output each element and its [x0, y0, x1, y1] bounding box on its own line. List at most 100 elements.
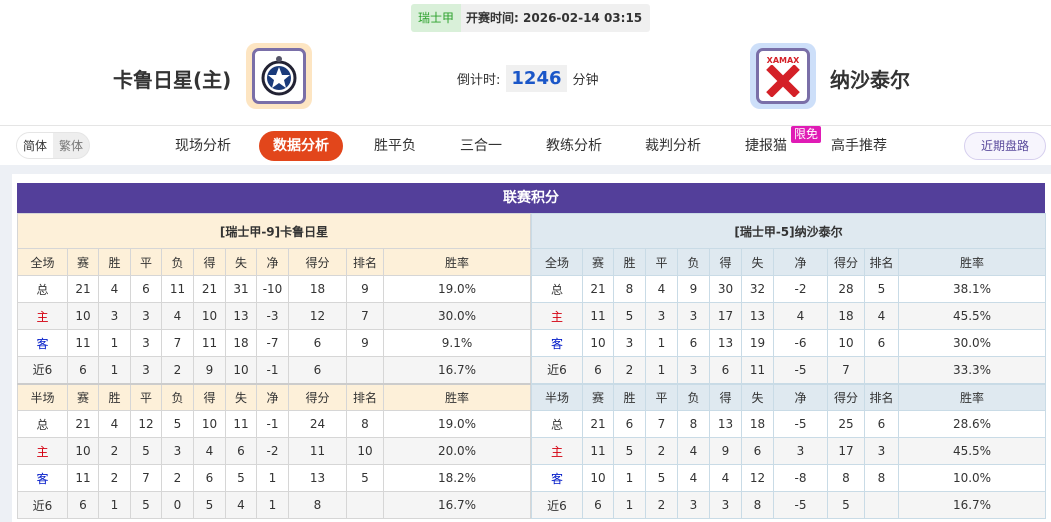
column-header: 净 — [773, 382, 828, 411]
table-cell: 10 — [225, 356, 257, 384]
column-header: 平 — [130, 248, 162, 276]
column-header: 平 — [645, 248, 678, 276]
table-cell: 4 — [193, 437, 226, 465]
column-header: 排名 — [864, 248, 899, 276]
table-cell: 1 — [98, 491, 131, 519]
column-header: 负 — [161, 248, 194, 276]
row-label: 总 — [531, 275, 583, 303]
away-team-name[interactable]: 纳沙泰尔 — [830, 68, 910, 92]
table-cell: 1 — [613, 491, 646, 519]
table-cell: 1 — [645, 356, 678, 384]
row-label: 主 — [17, 302, 68, 330]
column-header: 失 — [741, 382, 774, 411]
row-label: 主 — [17, 437, 68, 465]
table-row: 客 11 1 3 7 11 18 -7 6 9 9.1% — [17, 329, 531, 357]
home-team-logo[interactable] — [246, 43, 312, 109]
table-cell: 2 — [98, 464, 131, 492]
tab-coach-analysis[interactable]: 教练分析 — [546, 138, 602, 154]
table-cell: 3 — [613, 329, 646, 357]
tab-data-analysis[interactable]: 数据分析 — [259, 131, 343, 161]
table-cell: 30.0% — [383, 302, 531, 330]
table-cell: 5 — [346, 464, 384, 492]
table-cell: 6 — [582, 491, 614, 519]
table-cell: 10 — [193, 410, 226, 438]
table-cell: 8 — [864, 464, 899, 492]
table-row: 近6 6 1 3 2 9 10 -1 6 16.7% — [17, 356, 531, 384]
table-cell: 31 — [225, 275, 257, 303]
home-team-name[interactable]: 卡鲁日星(主) — [113, 68, 232, 92]
table-row: 近6 6 1 2 3 3 8 -5 5 16.7% — [531, 491, 1046, 519]
table-cell: 9 — [677, 275, 710, 303]
away-team-logo[interactable]: XAMAX — [750, 43, 816, 109]
table-cell: 4 — [773, 302, 828, 330]
table-cell: 3 — [864, 437, 899, 465]
standings-title: 联赛积分 — [17, 183, 1045, 213]
lang-simplified[interactable]: 简体 — [17, 133, 54, 158]
table-cell: 21 — [67, 410, 99, 438]
table-cell: 11 — [193, 329, 226, 357]
column-header: 胜 — [98, 248, 131, 276]
table-cell: 19.0% — [383, 410, 531, 438]
table-cell: 4 — [98, 275, 131, 303]
tab-win-draw-loss[interactable]: 胜平负 — [374, 138, 416, 154]
half-header-row: 半场赛胜平负得失净得分 排名 胜率 — [17, 382, 531, 411]
table-cell: 4 — [645, 275, 678, 303]
table-cell: 6 — [67, 491, 99, 519]
tab-expert-picks[interactable]: 高手推荐 — [831, 138, 887, 154]
table-cell: 10 — [582, 464, 614, 492]
table-cell: 7 — [346, 302, 384, 330]
table-cell: 1 — [645, 329, 678, 357]
table-cell: 11 — [161, 275, 194, 303]
table-cell: 6 — [582, 356, 614, 384]
league-name[interactable]: 瑞士甲 — [411, 4, 462, 32]
table-cell: 21 — [67, 275, 99, 303]
recent-odds-button[interactable]: 近期盘路 — [964, 132, 1046, 160]
table-cell: 3 — [130, 329, 162, 357]
lang-traditional[interactable]: 繁体 — [59, 139, 84, 153]
table-cell: 45.5% — [898, 302, 1046, 330]
table-cell: 0 — [161, 491, 194, 519]
table-cell: 6 — [613, 410, 646, 438]
table-cell: 10 — [582, 329, 614, 357]
table-cell: 10 — [346, 437, 384, 465]
table-cell: 7 — [827, 356, 865, 384]
table-cell: 10 — [827, 329, 865, 357]
section-label: 全场 — [17, 248, 68, 276]
row-label: 总 — [531, 410, 583, 438]
table-cell: 6 — [67, 356, 99, 384]
tab-three-in-one[interactable]: 三合一 — [460, 138, 502, 154]
table-cell: -7 — [256, 329, 289, 357]
table-cell: -2 — [773, 275, 828, 303]
table-cell: 17 — [709, 302, 742, 330]
column-header: 赛 — [582, 382, 614, 411]
table-cell: 16.7% — [898, 491, 1046, 519]
tab-jiebaomao[interactable]: 捷报猫 — [745, 138, 787, 154]
table-cell: 17 — [827, 437, 865, 465]
table-cell: 5 — [645, 464, 678, 492]
table-cell: 2 — [161, 464, 194, 492]
table-cell: 6 — [741, 437, 774, 465]
table-cell: 8 — [613, 275, 646, 303]
table-cell: 13 — [709, 410, 742, 438]
table-row: 近6 6 1 5 0 5 4 1 8 16.7% — [17, 491, 531, 519]
table-cell: 6 — [288, 329, 347, 357]
tab-referee-analysis[interactable]: 裁判分析 — [645, 138, 701, 154]
table-cell: 11 — [582, 302, 614, 330]
table-cell — [346, 356, 384, 384]
table-cell: 5 — [130, 437, 162, 465]
table-cell: 28 — [827, 275, 865, 303]
team-rank-header: [瑞士甲-5]纳沙泰尔 — [531, 213, 1046, 249]
table-cell: 8 — [677, 410, 710, 438]
section-label: 半场 — [17, 382, 68, 411]
language-toggle[interactable]: 简体 繁体 — [16, 132, 91, 159]
team-rank-header: [瑞士甲-9]卡鲁日星 — [17, 213, 531, 249]
full-header-row: 全场赛胜平负得失净得分 排名 胜率 — [531, 248, 1046, 276]
table-cell: 13 — [709, 329, 742, 357]
table-cell: 9.1% — [383, 329, 531, 357]
row-label: 近6 — [17, 356, 68, 384]
tab-live-analysis[interactable]: 现场分析 — [175, 138, 231, 154]
table-cell: 32 — [741, 275, 774, 303]
star-crest-icon — [261, 56, 297, 96]
table-cell: 2 — [98, 437, 131, 465]
table-cell: 11 — [582, 437, 614, 465]
